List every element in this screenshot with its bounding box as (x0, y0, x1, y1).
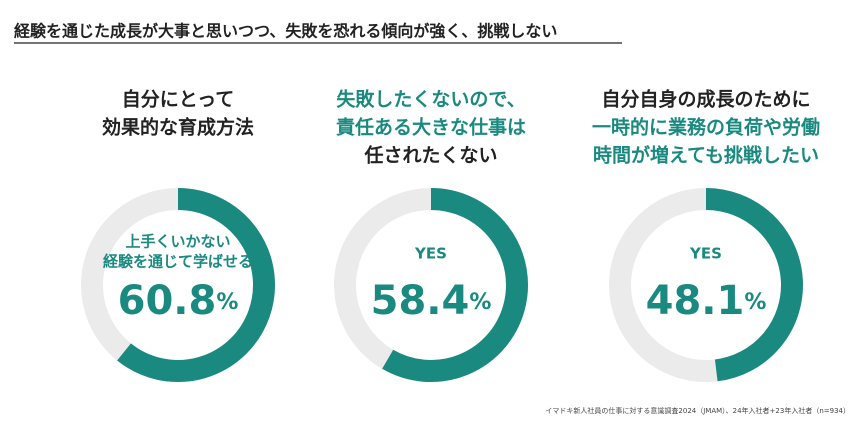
value-label: 60.8% (118, 278, 239, 324)
center-label: 経験を通じて学ばせる (103, 253, 253, 271)
chart-heading: 責任ある大きな仕事は (336, 116, 526, 139)
page-title: 経験を通じた成長が大事と思いつつ、失敗を恐れる傾向が強く、挑戦しない (14, 22, 557, 41)
source: イマドキ新人社員の仕事に対する意識調査2024（JMAM）、24年入社者+23年… (545, 406, 850, 415)
center-label: 上手くいかない (125, 233, 230, 251)
value-label: 58.4% (371, 278, 492, 324)
chart-heading: 自分にとって (122, 88, 234, 111)
chart-heading: 一時的に業務の負荷や労働 (592, 116, 820, 139)
chart-heading: 時間が増えても挑戦したい (593, 144, 819, 167)
center-label: YES (689, 245, 722, 263)
donut-arc (705, 188, 803, 382)
chart-heading: 任されたくない (363, 144, 497, 167)
chart-heading: 失敗したくないので、 (336, 88, 525, 111)
donut-arc (117, 188, 275, 382)
chart-heading: 効果的な育成方法 (102, 116, 254, 139)
chart-heading: 自分自身の成長のために (601, 88, 810, 111)
donut-arc (382, 188, 528, 382)
center-label: YES (414, 245, 447, 263)
value-label: 48.1% (646, 278, 767, 324)
